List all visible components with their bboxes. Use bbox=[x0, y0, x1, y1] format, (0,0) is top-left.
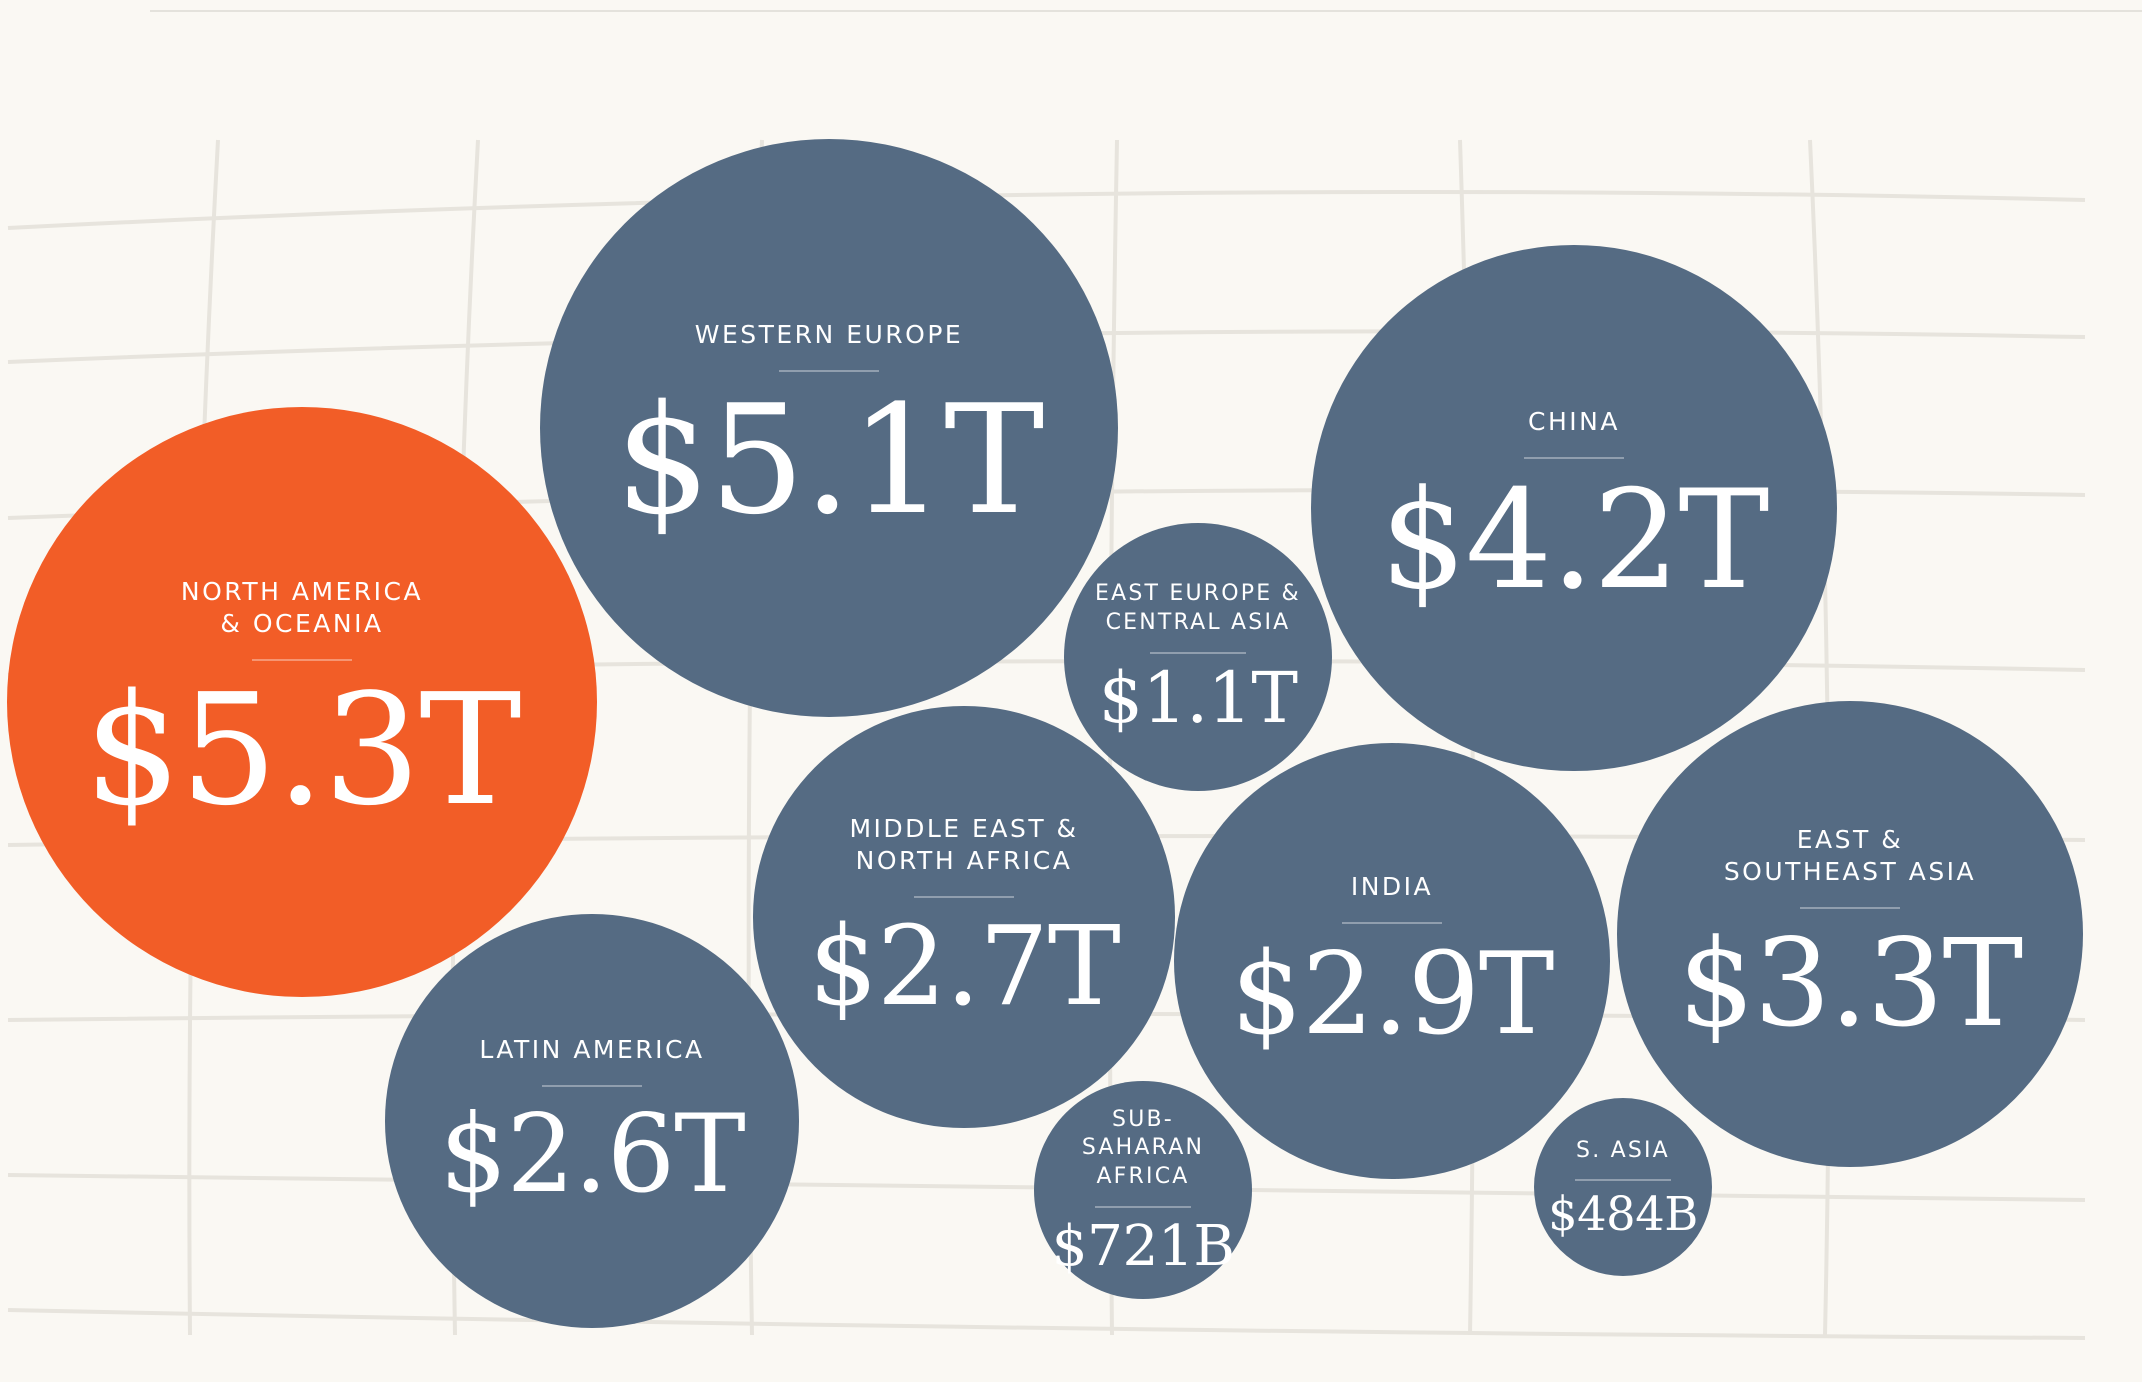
bubble-east-southeast-asia: East & Southeast Asia $3.3T bbox=[1617, 701, 2083, 1167]
label-divider bbox=[1149, 651, 1246, 654]
region-value: $721B bbox=[1051, 1212, 1235, 1279]
bubble-south-asia: S. Asia $484B bbox=[1533, 1097, 1713, 1277]
region-label: North America & Oceania bbox=[180, 576, 424, 639]
bubble-latin-america: Latin America $2.6T bbox=[385, 914, 799, 1328]
bubble-india: India $2.9T bbox=[1173, 742, 1611, 1180]
region-label: India bbox=[1350, 872, 1434, 901]
region-value: $2.7T bbox=[808, 901, 1120, 1030]
label-divider bbox=[1523, 456, 1624, 459]
region-label: China bbox=[1528, 407, 1620, 437]
region-label: Western Europe bbox=[694, 320, 964, 350]
bubble-middle-east-north-africa: Middle East & North Africa $2.7T bbox=[753, 706, 1175, 1128]
grid-line bbox=[7, 1308, 2086, 1340]
region-label: S. Asia bbox=[1576, 1137, 1670, 1163]
label-divider bbox=[778, 369, 879, 372]
bubble-china: China $4.2T bbox=[1311, 245, 1837, 771]
bubble-north-america-oceania: North America & Oceania $5.3T bbox=[7, 407, 597, 997]
bubble-east-europe-central-asia: East Europe & Central Asia $1.1T bbox=[1063, 522, 1333, 792]
grid-line bbox=[7, 189, 2086, 230]
bubble-sub-saharan-africa: Sub- Saharan Africa $721B bbox=[1034, 1081, 1252, 1299]
region-label: East Europe & Central Asia bbox=[1095, 581, 1301, 636]
label-divider bbox=[913, 895, 1014, 898]
label-divider bbox=[1799, 906, 1900, 909]
region-label: Sub- Saharan Africa bbox=[1081, 1106, 1205, 1189]
bubble-western-europe: Western Europe $5.1T bbox=[539, 138, 1119, 718]
label-divider bbox=[1341, 921, 1442, 924]
region-value: $3.3T bbox=[1677, 912, 2023, 1054]
region-label: East & Southeast Asia bbox=[1723, 824, 1977, 887]
region-value: $484B bbox=[1548, 1187, 1698, 1242]
top-divider bbox=[150, 0, 2142, 12]
label-divider bbox=[541, 1084, 642, 1087]
region-label: Middle East & North Africa bbox=[849, 813, 1079, 876]
label-divider bbox=[252, 658, 352, 661]
label-divider bbox=[1094, 1205, 1191, 1208]
region-value: $1.1T bbox=[1098, 657, 1298, 739]
region-value: $2.9T bbox=[1230, 927, 1555, 1060]
region-value: $5.1T bbox=[615, 372, 1044, 548]
label-divider bbox=[1574, 1179, 1671, 1182]
region-value: $4.2T bbox=[1379, 460, 1770, 620]
region-value: $5.3T bbox=[83, 661, 522, 840]
region-value: $2.6T bbox=[439, 1091, 746, 1217]
region-label: Latin America bbox=[479, 1035, 705, 1065]
